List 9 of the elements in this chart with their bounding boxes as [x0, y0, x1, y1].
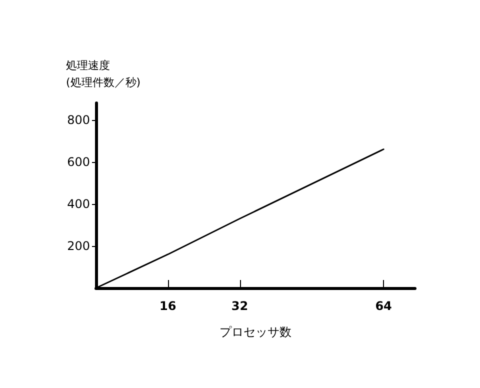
x-axis-title: プロセッサ数: [220, 325, 292, 339]
x-tick-label: 64: [375, 299, 392, 313]
y-tick-label: 400: [67, 196, 90, 211]
y-axis-title: 処理速度 (処理件数／秒): [66, 59, 141, 89]
x-tick-label: 16: [160, 299, 176, 313]
y-tick-label: 200: [67, 238, 90, 253]
y-tick-label: 800: [67, 112, 90, 127]
y-tick-label: 600: [67, 154, 90, 169]
x-tick-label: 32: [231, 299, 248, 313]
